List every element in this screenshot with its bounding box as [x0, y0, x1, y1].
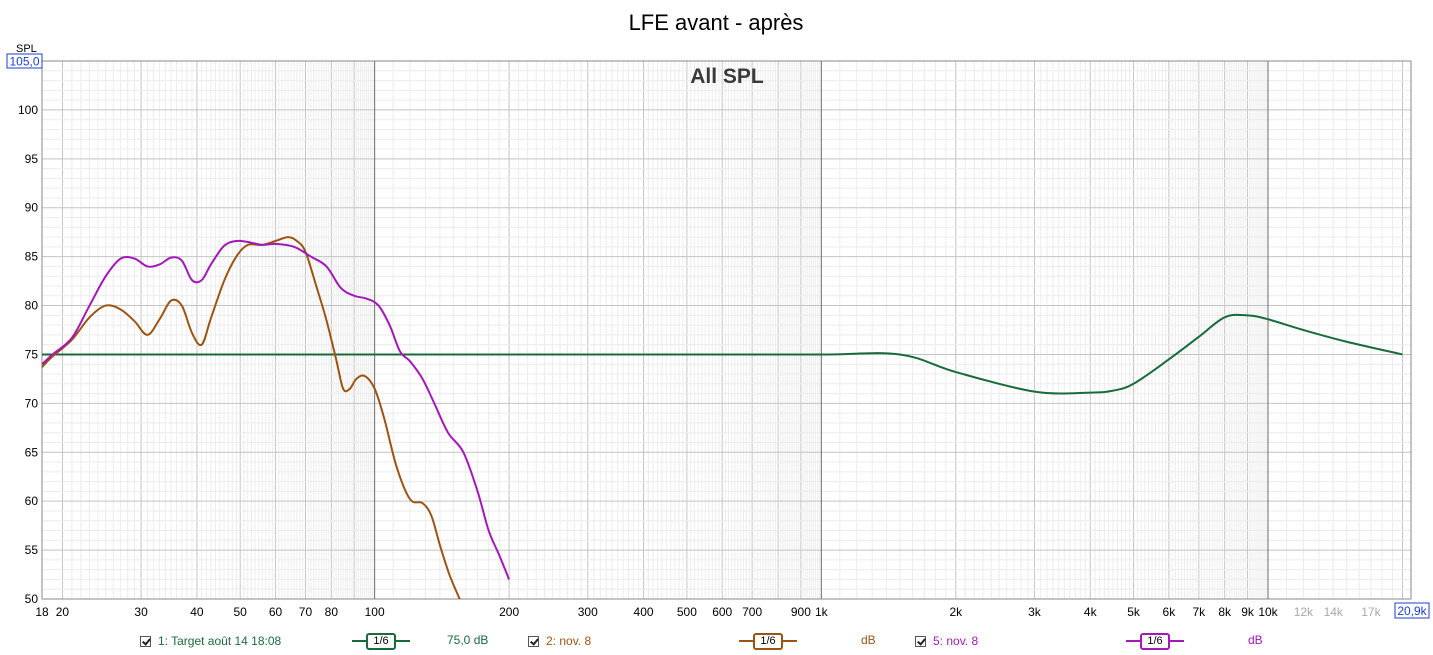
- y-tick-label: 70: [25, 396, 39, 410]
- smoothing-control-target[interactable]: 1/6: [352, 632, 410, 650]
- x-tick-label: 30: [134, 605, 148, 619]
- x-tick-label: 500: [677, 605, 697, 619]
- y-tick-label: 90: [25, 201, 39, 215]
- x-tick-label: 600: [712, 605, 732, 619]
- y-tick-label: 65: [25, 445, 39, 459]
- smoothing-control-nov8-a[interactable]: 1/6: [739, 632, 797, 650]
- x-tick-label: 900: [791, 605, 811, 619]
- series-line-3: [41, 239, 511, 580]
- x-tick-label: 5k: [1127, 605, 1141, 619]
- smoothing-control-nov8-b[interactable]: 1/6: [1126, 632, 1184, 650]
- legend-item-target[interactable]: 1: Target août 14 18:08: [140, 632, 281, 650]
- smoothing-value-nov8-b: 1/6: [1140, 632, 1170, 650]
- x-tick-label: 10k: [1258, 605, 1278, 619]
- legend-value-nov8-a: dB: [861, 633, 876, 647]
- y-tick-label: 60: [25, 494, 39, 508]
- x-tick-label: 9k: [1241, 605, 1255, 619]
- series-line-2: [41, 236, 461, 600]
- series-lines: [41, 236, 1403, 600]
- checkbox-checked-icon[interactable]: [140, 635, 151, 647]
- y-axis-label: SPL: [16, 43, 37, 55]
- y-axis-ticks: 50 55 60 65 70 75 80 85 90 95 100: [18, 103, 38, 606]
- y-tick-label: 75: [25, 347, 39, 361]
- x-tick-label: 14k: [1324, 605, 1344, 619]
- x-tick-label: 18: [35, 605, 49, 619]
- x-tick-label: 6k: [1163, 605, 1177, 619]
- x-tick-label: 12k: [1294, 605, 1314, 619]
- x-tick-label: 60: [269, 605, 283, 619]
- x-tick-label: 40: [190, 605, 204, 619]
- smoothing-value-nov8-a: 1/6: [753, 632, 783, 650]
- x-max-label: 20,9k: [1397, 604, 1427, 618]
- legend-item-nov8-b[interactable]: 5: nov. 8: [915, 632, 978, 650]
- grid-major-lines: [374, 61, 1269, 599]
- x-tick-label: 20: [56, 605, 70, 619]
- x-tick-label: 70: [299, 605, 313, 619]
- y-max-box[interactable]: 105,0: [6, 53, 43, 69]
- chart-title: LFE avant - après: [629, 10, 804, 35]
- y-tick-label: 50: [25, 592, 39, 606]
- legend-label-nov8-a: 2: nov. 8: [546, 634, 592, 648]
- x-tick-label: 2k: [949, 605, 963, 619]
- legend-item-nov8-a[interactable]: 2: nov. 8: [528, 632, 591, 650]
- checkbox-checked-icon[interactable]: [528, 635, 539, 647]
- chart-subtitle: All SPL: [690, 65, 764, 88]
- x-tick-label: 300: [578, 605, 598, 619]
- x-tick-label: 400: [634, 605, 654, 619]
- legend-label-target: 1: Target août 14 18:08: [158, 634, 282, 648]
- x-axis-ticks: 18 20 30 40 50 60 70 80 100 200 300 400 500 600 700 900…: [35, 605, 1381, 619]
- x-tick-label: 100: [365, 605, 385, 619]
- x-tick-label: 700: [742, 605, 762, 619]
- checkbox-checked-icon[interactable]: [915, 635, 926, 647]
- x-tick-label: 4k: [1084, 605, 1098, 619]
- y-tick-label: 55: [25, 543, 39, 557]
- x-tick-label: 3k: [1028, 605, 1042, 619]
- y-tick-label: 80: [25, 299, 39, 313]
- y-tick-label: 100: [18, 103, 38, 117]
- x-tick-label: 50: [234, 605, 248, 619]
- legend-value-target: 75,0 dB: [447, 633, 489, 647]
- y-tick-label: 95: [25, 152, 39, 166]
- x-tick-label: 17k: [1361, 605, 1381, 619]
- y-max-label: 105,0: [9, 55, 39, 69]
- series-line-1: [41, 313, 1403, 395]
- legend-label-nov8-b: 5: nov. 8: [933, 634, 979, 648]
- smoothing-value-target: 1/6: [366, 632, 396, 650]
- legend-value-nov8-b: dB: [1248, 633, 1263, 647]
- y-tick-label: 85: [25, 250, 39, 264]
- frequency-response-chart: LFE avant - après All SPL SPL 50 55 60 65 70…: [6, 10, 1430, 619]
- x-tick-label: 8k: [1218, 605, 1232, 619]
- grid-minor-lines: [42, 60, 1411, 600]
- x-tick-label: 7k: [1192, 605, 1206, 619]
- plot-frame: [41, 60, 1412, 600]
- x-max-box[interactable]: 20,9k: [1394, 602, 1430, 619]
- x-tick-label: 80: [325, 605, 339, 619]
- legend: 1: Target août 14 18:08 1/6 75,0 dB 2: n…: [0, 632, 1433, 652]
- x-tick-label: 1k: [815, 605, 829, 619]
- x-tick-label: 200: [499, 605, 519, 619]
